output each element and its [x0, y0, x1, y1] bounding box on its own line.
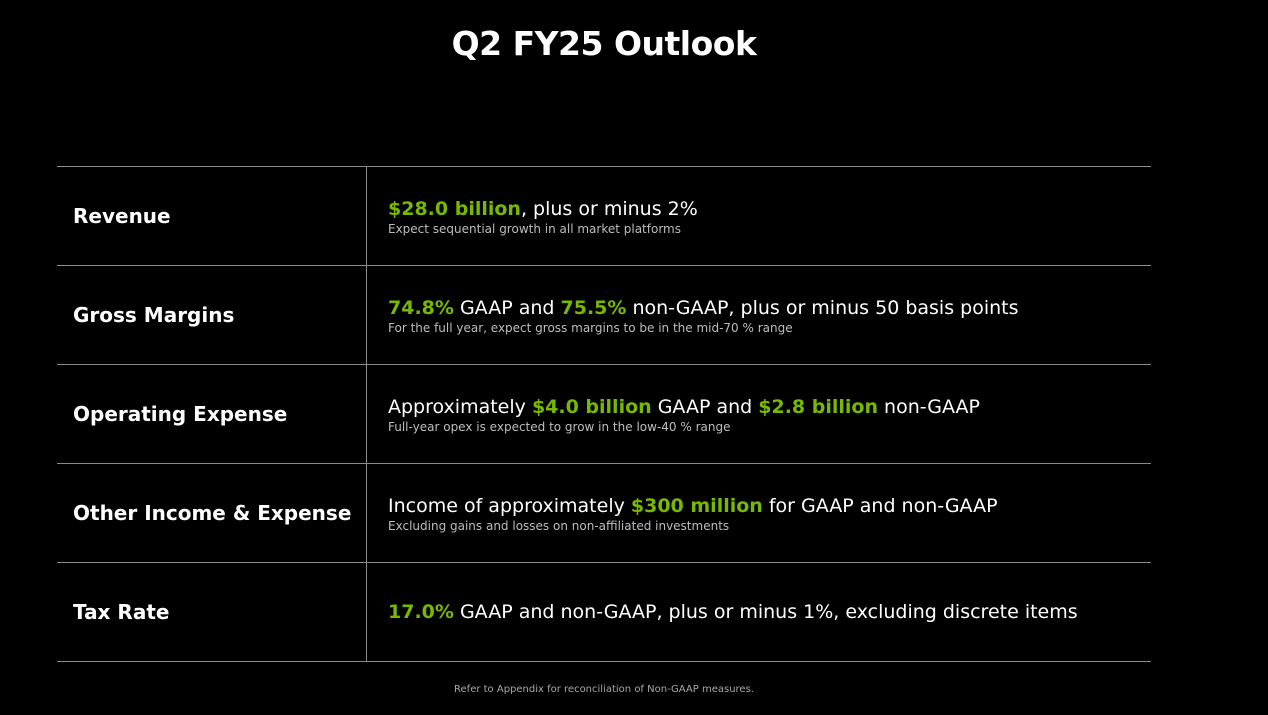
row-main-text: Approximately $4.0 billion GAAP and $2.8… — [388, 395, 1151, 419]
row-value: Income of approximately $300 million for… — [367, 464, 1151, 562]
highlight-value: $300 million — [630, 494, 763, 517]
row-main-text: $28.0 billion, plus or minus 2% — [388, 197, 1151, 221]
row-value: Approximately $4.0 billion GAAP and $2.8… — [367, 365, 1151, 463]
row-value: 17.0% GAAP and non-GAAP, plus or minus 1… — [367, 563, 1151, 661]
page-title: Q2 FY25 Outlook — [451, 24, 757, 63]
highlight-value: 17.0% — [388, 601, 454, 623]
highlight-value: 74.8% — [388, 296, 454, 319]
table-row-tax-rate: Tax Rate 17.0% GAAP and non-GAAP, plus o… — [57, 563, 1151, 662]
text-segment: GAAP and — [453, 296, 561, 319]
outlook-table: Revenue $28.0 billion, plus or minus 2% … — [57, 166, 1151, 662]
highlight-value: $4.0 billion — [531, 395, 652, 418]
table-row-revenue: Revenue $28.0 billion, plus or minus 2% … — [57, 167, 1151, 266]
text-segment: Approximately — [388, 395, 532, 418]
row-note: Excluding gains and losses on non-affili… — [388, 518, 730, 533]
row-label: Tax Rate — [57, 563, 367, 661]
row-value: 74.8% GAAP and 75.5% non-GAAP, plus or m… — [367, 266, 1151, 364]
row-main-text: 17.0% GAAP and non-GAAP, plus or minus 1… — [388, 600, 1151, 624]
row-note: For the full year, expect gross margins … — [388, 320, 793, 335]
row-label: Revenue — [57, 167, 367, 265]
text-segment: non-GAAP, plus or minus 50 basis points — [626, 296, 1019, 319]
row-main-text: Income of approximately $300 million for… — [388, 494, 1151, 518]
text-segment: non-GAAP — [877, 395, 980, 418]
table-row-gross-margins: Gross Margins 74.8% GAAP and 75.5% non-G… — [57, 266, 1151, 365]
text-segment: , plus or minus 2% — [520, 197, 698, 220]
row-note: Full-year opex is expected to grow in th… — [388, 419, 731, 434]
row-main-text: 74.8% GAAP and 75.5% non-GAAP, plus or m… — [388, 296, 1151, 320]
text-segment: GAAP and — [651, 395, 759, 418]
highlight-value: $28.0 billion — [388, 197, 521, 220]
highlight-value: 75.5% — [560, 296, 627, 319]
text-segment: for GAAP and non-GAAP — [762, 494, 998, 517]
text-segment: Income of approximately — [388, 494, 631, 517]
table-row-operating-expense: Operating Expense Approximately $4.0 bil… — [57, 365, 1151, 464]
row-label: Gross Margins — [57, 266, 367, 364]
highlight-value: $2.8 billion — [758, 395, 878, 418]
row-label: Operating Expense — [57, 365, 367, 463]
row-note: Expect sequential growth in all market p… — [388, 221, 681, 236]
row-label: Other Income & Expense — [57, 464, 367, 562]
row-value: $28.0 billion, plus or minus 2% Expect s… — [367, 167, 1151, 265]
table-row-other-income-expense: Other Income & Expense Income of approxi… — [57, 464, 1151, 563]
text-segment: GAAP and non-GAAP, plus or minus 1%, exc… — [453, 601, 1078, 623]
footnote: Refer to Appendix for reconciliation of … — [454, 684, 754, 695]
